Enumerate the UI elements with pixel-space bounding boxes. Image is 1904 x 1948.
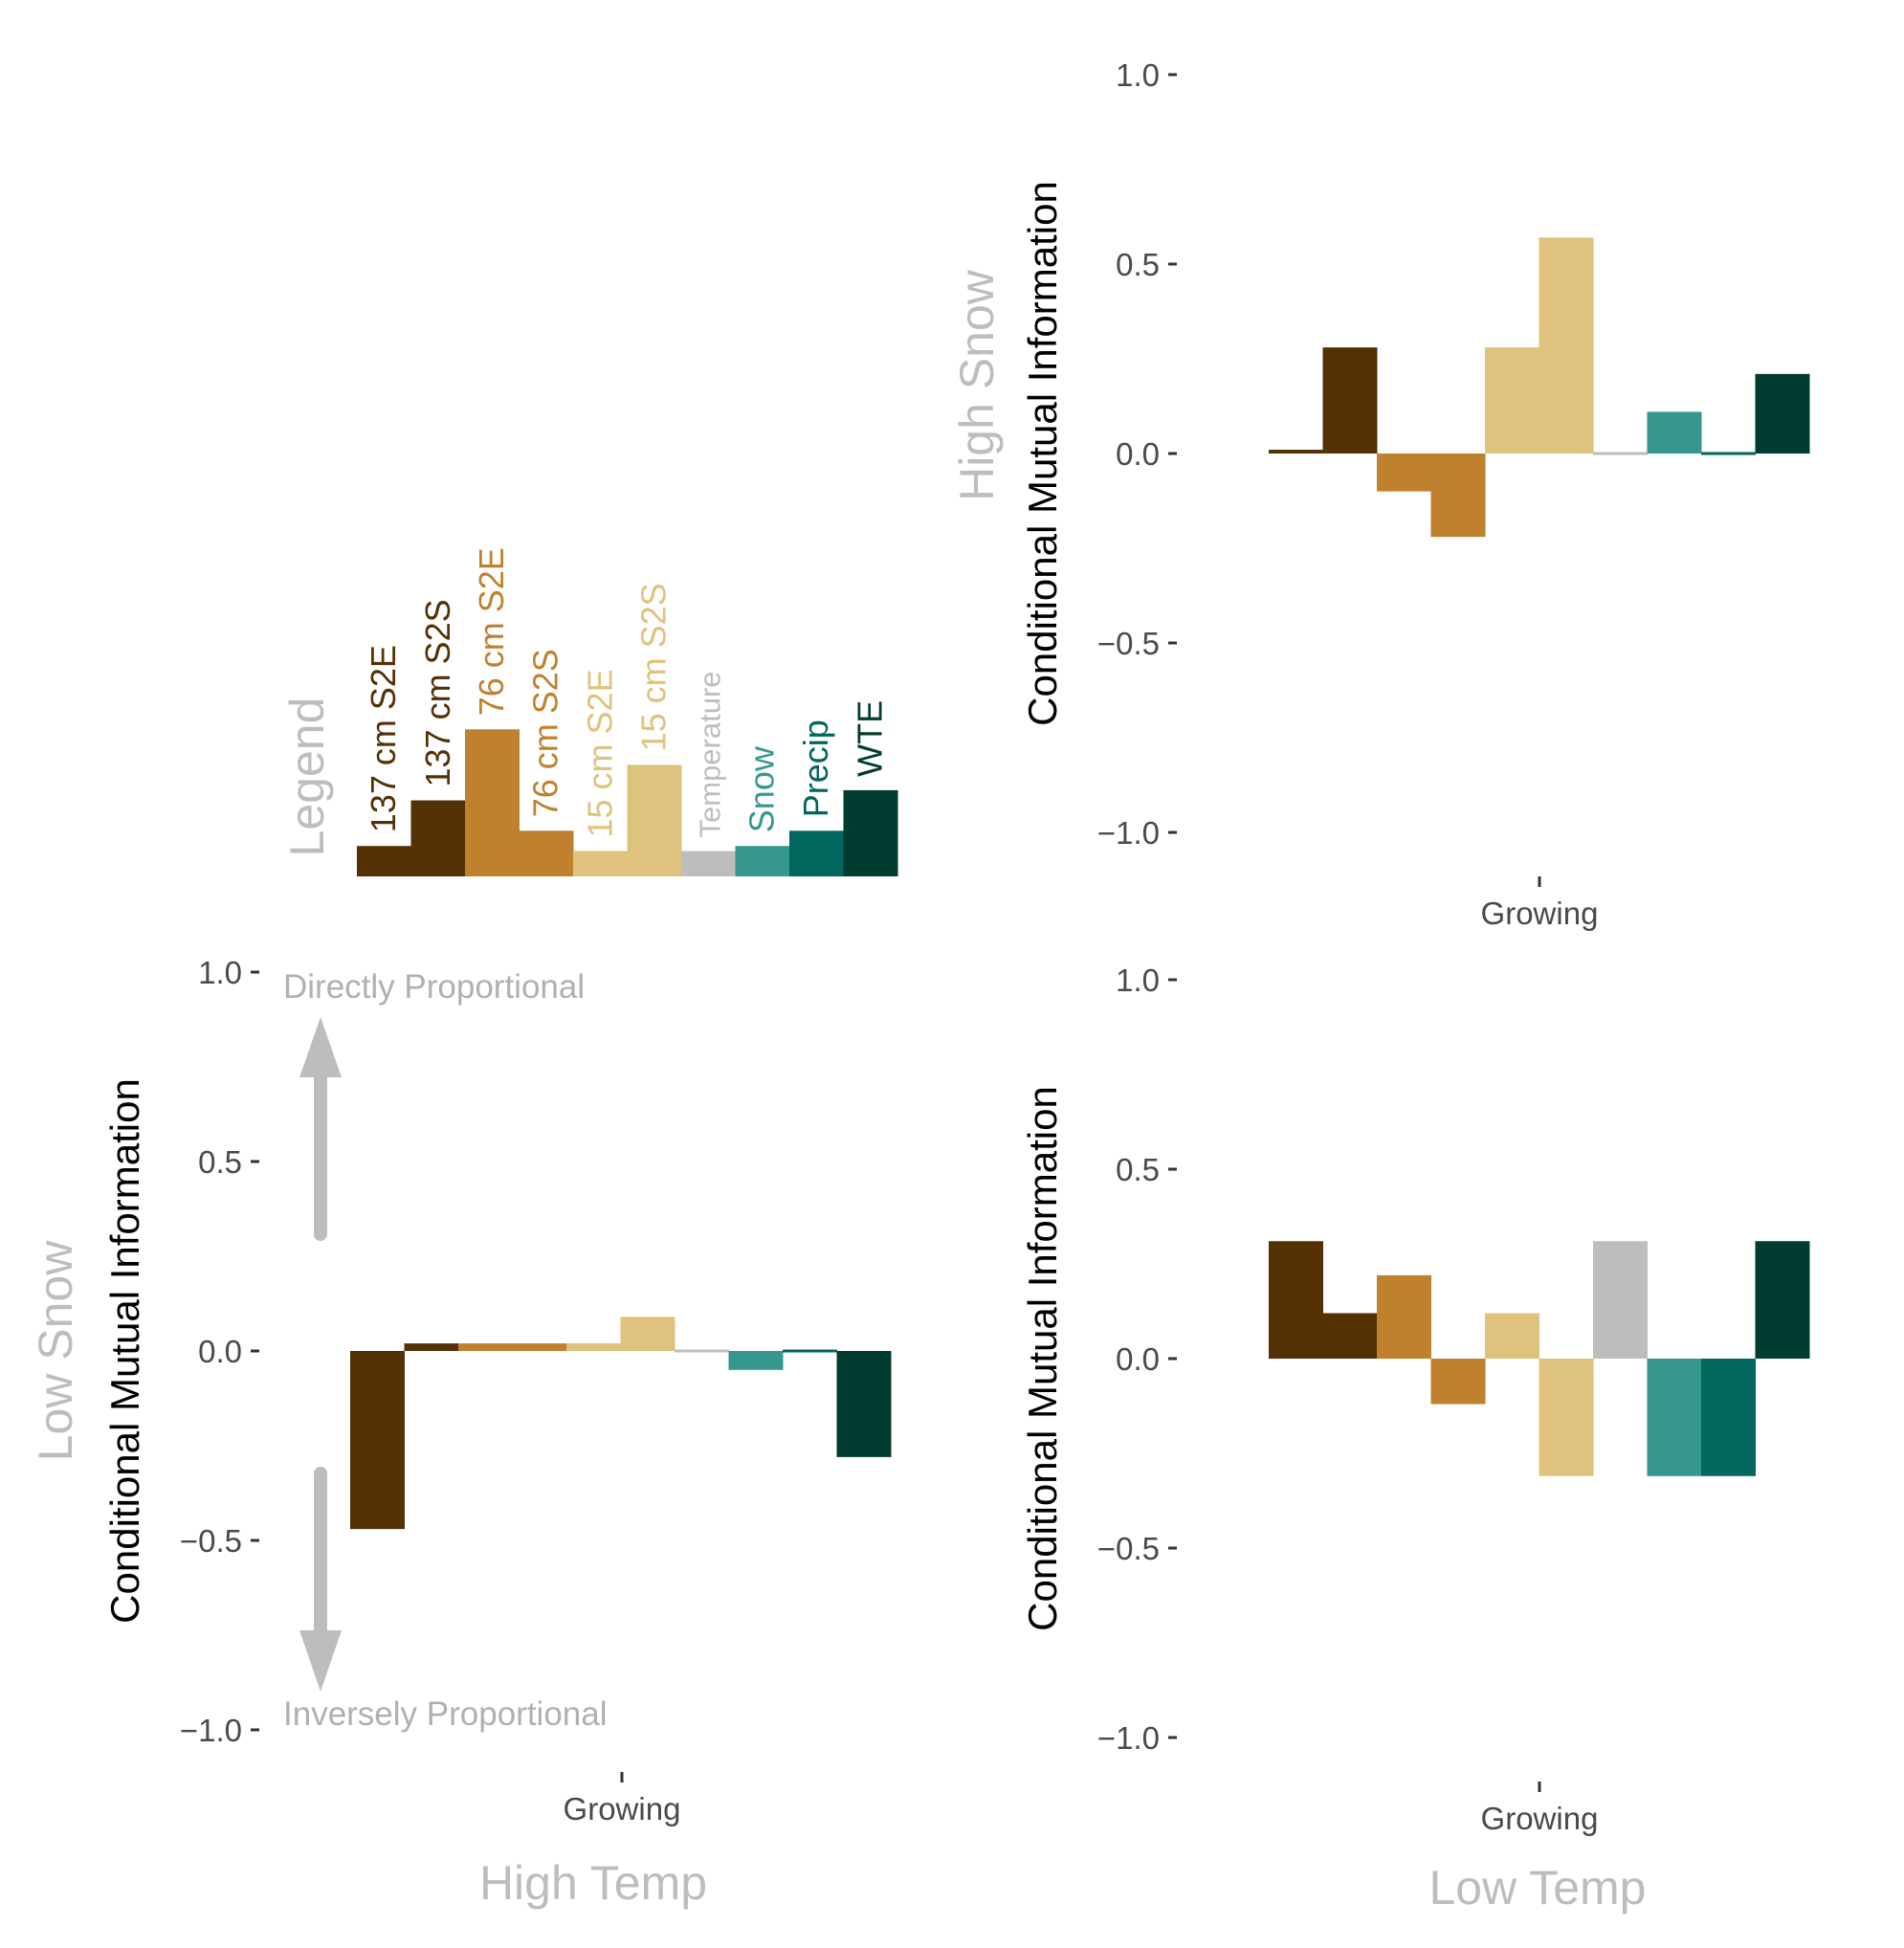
inversely-proportional-label: Inversely Proportional	[283, 1695, 608, 1733]
bar-temperature	[1593, 452, 1648, 455]
bar-15-cm-s2e	[1485, 1313, 1539, 1359]
bar-137-cm-s2s	[1322, 1313, 1378, 1359]
bar-wte	[836, 1351, 892, 1457]
y-tick-label: −0.5	[1097, 1531, 1160, 1566]
y-axis-label: Conditional Mutual Information	[102, 1078, 147, 1624]
legend-label-precip: Precip	[796, 719, 835, 817]
legend-swatch-137-cm-s2e	[357, 846, 411, 876]
legend-label-15-cm-s2e: 15 cm S2E	[580, 669, 619, 837]
legend-swatch-15-cm-s2e	[573, 851, 628, 876]
y-axis-label: Conditional Mutual Information	[1020, 181, 1065, 726]
y-tick-label: −0.5	[1097, 626, 1160, 661]
bar-temperature	[1593, 1241, 1648, 1359]
legend-swatch-wte	[843, 789, 898, 876]
bar-15-cm-s2s	[1539, 237, 1594, 454]
y-tick-label: 1.0	[198, 955, 242, 990]
y-tick-label: 0.0	[1116, 1341, 1160, 1377]
legend-label-snow: Snow	[742, 745, 782, 832]
bar-snow	[728, 1351, 784, 1370]
bar-15-cm-s2e	[566, 1343, 621, 1351]
legend-label-15-cm-s2s: 15 cm S2S	[634, 583, 674, 751]
bar-temperature	[675, 1349, 729, 1353]
bar-137-cm-s2s	[404, 1343, 459, 1351]
column-label: High Temp	[479, 1856, 707, 1910]
bar-snow	[1647, 411, 1702, 454]
bar-precip	[1701, 1359, 1756, 1476]
legend-swatch-76-cm-s2s	[519, 830, 574, 876]
y-tick-label: −1.0	[180, 1713, 242, 1748]
y-tick-label: −1.0	[1097, 1720, 1160, 1756]
bar-wte	[1755, 1241, 1810, 1359]
bar-137-cm-s2e	[1269, 450, 1323, 454]
legend-swatch-76-cm-s2e	[465, 729, 520, 876]
y-tick-label: −1.0	[1097, 815, 1160, 851]
legend: Legend 137 cm S2E 137 cm S2S 76 cm S2E 76 cm…	[280, 547, 898, 876]
bar-wte	[1755, 373, 1810, 454]
panel-low-snow-high-temp: 1.0 0.5 0.0 −0.5 −1.0 Conditional Mutual Info…	[29, 955, 892, 1910]
bar-precip	[783, 1349, 837, 1353]
x-tick-label: Growing	[1481, 896, 1599, 931]
arrow-down-icon	[299, 1630, 342, 1692]
bar-76-cm-s2e	[1377, 454, 1431, 492]
x-tick-label: Growing	[1481, 1801, 1599, 1836]
panel-high-snow: 1.0 0.5 0.0 −0.5 −1.0 Conditional Mutual Info…	[950, 57, 1810, 931]
legend-swatch-15-cm-s2s	[627, 764, 682, 876]
row-label: High Snow	[950, 269, 1004, 501]
legend-title: Legend	[280, 697, 334, 857]
y-tick-label: 0.5	[198, 1144, 242, 1180]
bar-76-cm-s2e	[1377, 1274, 1431, 1359]
legend-label-temperature: Temperature	[693, 671, 726, 837]
y-tick-label: 0.5	[1116, 247, 1160, 282]
bar-137-cm-s2e	[350, 1351, 405, 1530]
bar-76-cm-s2s	[1430, 454, 1486, 538]
bar-137-cm-s2e	[1269, 1241, 1323, 1359]
y-tick-label: 1.0	[1116, 963, 1160, 998]
legend-label-137-cm-s2s: 137 cm S2S	[418, 599, 457, 786]
y-tick-label: −0.5	[180, 1523, 242, 1559]
bar-15-cm-s2s	[620, 1317, 675, 1351]
legend-label-76-cm-s2e: 76 cm S2E	[472, 547, 511, 716]
y-tick-label: 0.0	[198, 1334, 242, 1369]
legend-label-76-cm-s2s: 76 cm S2S	[526, 649, 565, 817]
y-tick-label: 0.0	[1116, 436, 1160, 472]
bar-snow	[1647, 1359, 1702, 1476]
bar-precip	[1701, 452, 1756, 455]
bar-76-cm-s2e	[458, 1343, 513, 1351]
bar-76-cm-s2s	[1430, 1359, 1486, 1405]
row-label: Low Snow	[29, 1240, 82, 1462]
x-tick-label: Growing	[564, 1791, 681, 1826]
bar-15-cm-s2e	[1485, 347, 1539, 454]
legend-swatch-precip	[789, 830, 844, 876]
bar-76-cm-s2s	[512, 1343, 567, 1351]
legend-label-wte: WTE	[851, 700, 890, 777]
legend-label-137-cm-s2e: 137 cm S2E	[364, 645, 403, 832]
legend-swatch-temperature	[681, 851, 736, 876]
legend-swatch-snow	[735, 846, 790, 876]
bar-15-cm-s2s	[1539, 1359, 1594, 1476]
y-tick-label: 0.5	[1116, 1152, 1160, 1187]
column-label: Low Temp	[1429, 1861, 1647, 1915]
arrow-up-icon	[299, 1017, 342, 1077]
directly-proportional-label: Directly Proportional	[283, 968, 585, 1006]
bar-137-cm-s2s	[1322, 347, 1378, 454]
y-tick-label: 1.0	[1116, 57, 1160, 93]
y-axis-label: Conditional Mutual Information	[1020, 1086, 1065, 1631]
panel-low-snow-low-temp: 1.0 0.5 0.0 −0.5 −1.0 Conditional Mutual Info…	[1020, 963, 1810, 1915]
direction-annotations: Directly Proportional Inversely Proportio…	[283, 968, 608, 1733]
legend-swatch-137-cm-s2s	[410, 800, 466, 876]
